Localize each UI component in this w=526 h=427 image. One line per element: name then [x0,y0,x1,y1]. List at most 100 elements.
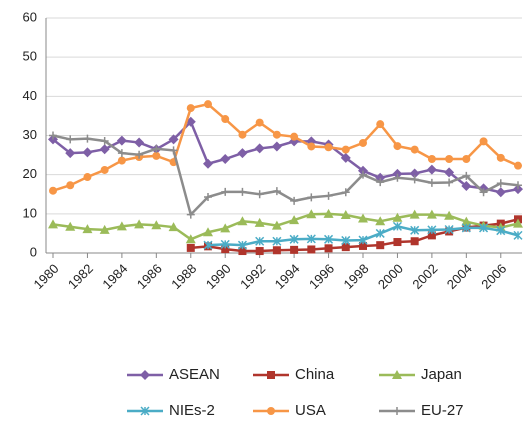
marker [359,138,367,147]
marker [427,225,437,235]
marker [393,238,402,247]
marker [271,220,282,230]
marker [445,178,454,187]
marker [306,234,316,244]
y-tick-label: 10 [23,205,37,220]
x-tick-label: 1994 [272,261,303,292]
marker [203,158,213,169]
marker [324,191,333,200]
marker [152,144,161,153]
series-line [52,134,519,218]
marker [169,146,178,155]
x-tick-label: 1982 [65,261,96,292]
x-tick-label: 1984 [99,261,130,292]
marker [375,216,386,226]
marker [237,216,248,226]
marker [83,134,92,143]
marker [444,167,455,178]
legend-label: China [295,366,335,383]
marker [496,153,505,162]
marker [410,175,419,184]
marker [290,245,299,254]
x-tick-label: 1980 [30,261,61,292]
marker [82,147,93,158]
legend-label: Japan [421,366,462,383]
marker [65,221,76,231]
marker [267,407,275,415]
marker [514,161,522,170]
marker [99,224,110,234]
marker [479,223,489,233]
marker [220,154,231,164]
marker [49,131,57,140]
x-tick-label: 1996 [306,261,337,292]
x-tick-label: 2006 [478,261,509,292]
marker [376,120,385,129]
marker [358,235,368,245]
marker [48,219,58,229]
marker [99,144,110,155]
marker [290,132,299,141]
marker [427,155,436,163]
marker [444,224,454,235]
series-line [52,212,519,241]
marker [513,230,523,240]
marker [134,137,145,148]
marker [444,210,455,220]
marker [221,187,230,196]
marker [513,218,523,228]
marker [100,165,109,174]
y-tick-label: 30 [23,127,37,142]
marker [307,142,316,151]
marker [393,173,402,182]
marker [49,186,57,195]
marker [168,134,179,145]
marker [255,118,264,127]
marker [254,217,265,227]
marker [289,215,300,225]
marker [410,145,419,154]
marker [117,156,126,165]
marker [427,178,436,187]
x-tick-label: 1990 [203,261,234,292]
marker [426,209,437,219]
marker [220,239,230,249]
marker [376,178,385,187]
marker [461,216,472,226]
marker [221,115,230,124]
marker [152,151,161,160]
marker [66,135,75,144]
marker [117,149,126,158]
marker [290,196,299,205]
marker [307,245,316,254]
marker [479,188,488,197]
marker [66,181,75,190]
marker [393,407,401,415]
marker [375,228,385,238]
marker [445,155,454,163]
marker [358,213,368,223]
marker [289,234,299,244]
marker [392,221,402,231]
marker [306,209,317,219]
x-tick-label: 1988 [168,261,199,292]
marker [340,210,351,220]
x-tick-label: 2000 [375,261,406,292]
marker [221,245,230,254]
marker [134,219,145,229]
marker [100,136,109,145]
legend-label: NIEs-2 [169,402,215,419]
marker [341,243,350,252]
marker [140,370,150,380]
marker [204,100,212,109]
marker [495,187,506,198]
marker [359,170,367,179]
x-tick-label: 1986 [134,261,165,292]
marker [220,223,231,233]
marker [168,222,179,232]
y-tick-label: 20 [23,166,37,181]
marker [272,130,281,139]
marker [254,143,265,154]
marker [65,148,76,159]
marker [238,130,247,139]
